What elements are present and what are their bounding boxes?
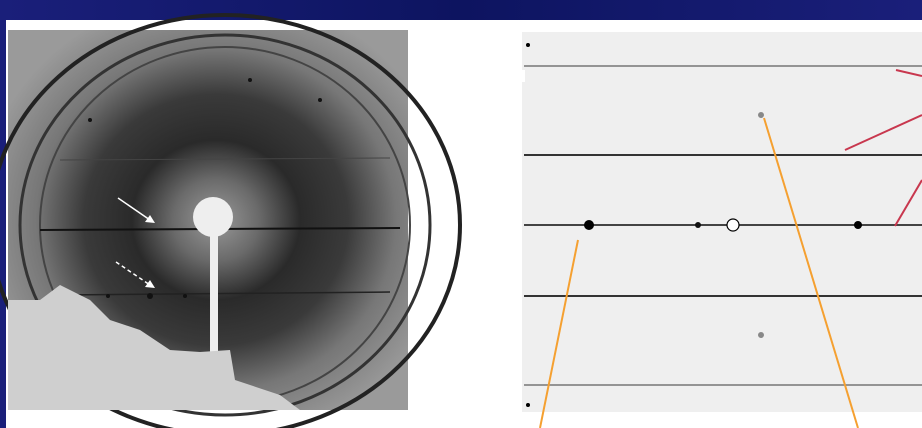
diffraction-image-left xyxy=(0,15,460,428)
left-edge xyxy=(0,0,6,428)
slide xyxy=(0,0,922,428)
diffraction-image-right xyxy=(522,32,922,428)
title-bar xyxy=(0,0,922,20)
